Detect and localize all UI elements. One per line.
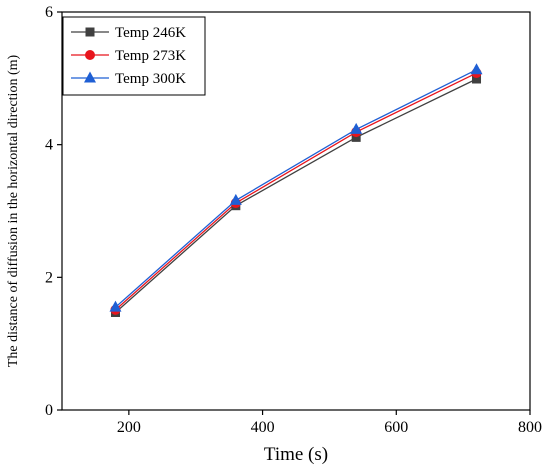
- x-tick-label: 200: [117, 419, 141, 436]
- axes: [61, 11, 531, 411]
- x-axis-title: Time (s): [264, 444, 328, 465]
- series-markers: [109, 63, 483, 317]
- legend-label: Temp 273K: [115, 48, 186, 64]
- plot-frame: [61, 11, 531, 411]
- series-line-0: [115, 78, 477, 313]
- series-line-2: [115, 69, 477, 308]
- y-tick-label: 2: [45, 269, 53, 286]
- legend-marker: [85, 27, 95, 37]
- data-point: [472, 74, 482, 84]
- legend-marker: [85, 50, 95, 60]
- data-point: [350, 122, 363, 134]
- data-point: [470, 63, 483, 75]
- series-line-1: [115, 72, 477, 311]
- x-tick-label: 600: [384, 419, 408, 436]
- x-tick-label: 400: [251, 419, 275, 436]
- legend-label: Temp 246K: [115, 25, 186, 41]
- data-point: [351, 132, 361, 142]
- legend-marker: [84, 71, 96, 83]
- legend: Temp 246K Temp 273K Temp 300K: [62, 16, 206, 96]
- series-lines: [115, 69, 477, 313]
- legend-label: Temp 300K: [115, 71, 186, 87]
- tick-marks: [57, 11, 531, 415]
- x-tick-label: 800: [518, 419, 542, 436]
- y-tick-label: 4: [45, 137, 53, 154]
- y-tick-label: 6: [45, 4, 53, 21]
- data-point: [229, 193, 242, 205]
- y-tick-label: 0: [45, 402, 53, 419]
- tick-labels: 200 400 600 800 0 2 4 6: [45, 4, 542, 436]
- data-point: [109, 300, 122, 312]
- y-axis-title: The distance of diffusion in the horizon…: [6, 55, 21, 368]
